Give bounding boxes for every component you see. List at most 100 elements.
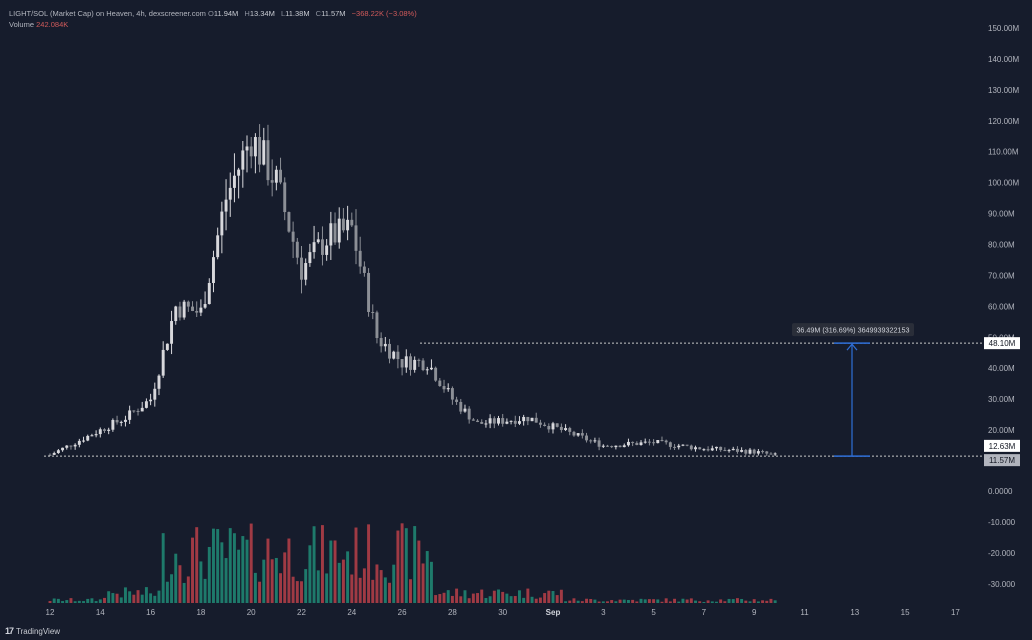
volume-bar [769,598,773,603]
volume-bar [735,598,739,603]
volume-bar [505,593,509,603]
chart-legend: LIGHT/SOL (Market Cap) on Heaven, 4h, de… [9,8,417,30]
volume-bar [144,587,148,603]
volume-bar [773,600,777,603]
volume-bar [404,528,408,603]
candle-body [354,225,358,251]
volume-bar [65,600,69,603]
candle-body [606,445,609,447]
volume-bar [283,552,287,603]
volume-bar [719,599,723,603]
change-value: −368.22K (−3.08%) [351,9,417,18]
candle-body [249,146,253,157]
candle-body [379,338,383,347]
candle-body [262,140,266,165]
candle-body [438,380,442,387]
volume-bar [266,538,270,603]
tradingview-footer[interactable]: 17 TradingView [5,626,60,636]
volume-bar [538,597,542,603]
candle-body [555,423,559,427]
volume-bar [224,558,228,603]
candle-body [279,169,283,183]
candle-body [752,449,756,454]
candle-body [551,423,555,430]
candle-body [715,446,718,449]
volume-tick-label: -20.000 [988,549,1016,558]
candle-body [467,408,471,420]
candle-body [585,435,589,441]
volume-bar [245,539,249,603]
candle-body [614,445,618,448]
candle-body [526,416,530,422]
volume-bar [706,600,710,603]
candle-body [295,241,299,258]
x-tick-label: 12 [46,608,55,617]
y-tick-label: 110.00M [988,148,1019,157]
candle-body [216,235,220,258]
high-price-label: 48.10M [989,339,1016,348]
candle-body [371,311,375,313]
candle-body [702,449,706,451]
candle-body [656,440,660,444]
candle-body [517,421,521,424]
candle-body [413,359,417,370]
volume-bar [174,553,178,603]
volume-bar [509,596,513,603]
volume-bar [69,598,73,603]
candle-body [740,450,744,452]
volume-bar [488,596,492,603]
volume-bar [652,599,656,603]
volume-bar [517,590,521,603]
candle-body [170,321,174,344]
candle-body [392,351,396,359]
volume-bar [710,601,714,603]
volume-bar [673,598,677,603]
candle-body [258,137,262,165]
candle-body [132,410,136,412]
candle-body [681,444,685,446]
candle-body [90,435,94,437]
candle-body [404,356,408,368]
y-tick-label: 60.00M [988,302,1015,311]
candle-body [178,306,182,318]
candle-body [564,428,568,431]
volume-bar [413,526,417,603]
candle-body [291,231,295,242]
mid-price-label: 12.63M [989,442,1016,451]
volume-label: Volume [9,20,35,29]
x-tick-label: 24 [347,608,356,617]
candle-body [220,211,224,236]
candle-body [480,421,484,424]
volume-bar [157,590,161,603]
candle-body [157,375,161,389]
candle-body [572,431,576,436]
candle-body [136,410,140,412]
volume-bar [270,559,274,603]
y-tick-label: 100.00M [988,179,1019,188]
volume-bar [417,540,421,603]
volume-bar [383,577,387,603]
volume-bar [434,595,438,603]
candle-body [329,223,333,246]
candle-body [761,451,765,453]
candle-body [48,454,52,456]
candle-body [325,245,329,255]
candle-body [115,419,119,423]
volume-bar [551,591,555,603]
x-tick-label: 20 [247,608,256,617]
volume-bar [589,598,593,603]
volume-bar [622,599,626,603]
candle-body [576,433,580,436]
volume-bar [228,528,232,603]
candle-body [52,453,56,455]
candle-body [660,440,664,442]
volume-bar [409,579,412,603]
candle-body [94,434,98,436]
candle-body [748,449,752,454]
volume-bar [744,600,748,603]
candle-body [212,257,215,283]
y-tick-label: 150.00M [988,24,1019,33]
volume-bar [182,582,186,603]
